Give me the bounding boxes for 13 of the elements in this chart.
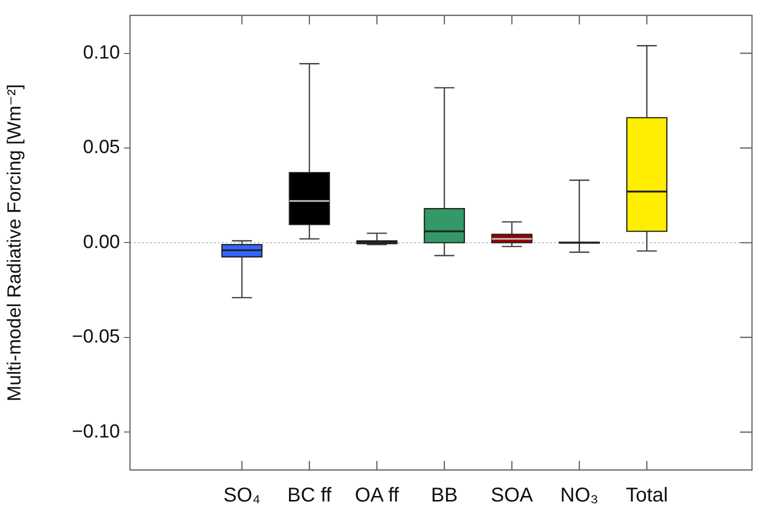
x-tick-label: SOA	[490, 484, 534, 507]
y-tick-label: −0.10	[72, 421, 120, 442]
y-tick-label: 0.00	[83, 232, 120, 253]
x-tick-label: NO₃	[560, 484, 598, 507]
x-tick-label: BB	[431, 484, 458, 507]
y-tick-label: −0.05	[72, 326, 120, 348]
x-tick-label: OA ff	[354, 484, 400, 507]
y-tick-label: 0.05	[83, 137, 120, 158]
x-tick-label: SO₄	[223, 484, 260, 507]
y-tick-label: 0.10	[83, 42, 120, 64]
y-axis-title: Multi-model Radiative Forcing [Wm⁻²]	[4, 84, 26, 402]
x-tick-label: BC ff	[287, 484, 332, 507]
x-tick-label: Total	[626, 484, 668, 507]
